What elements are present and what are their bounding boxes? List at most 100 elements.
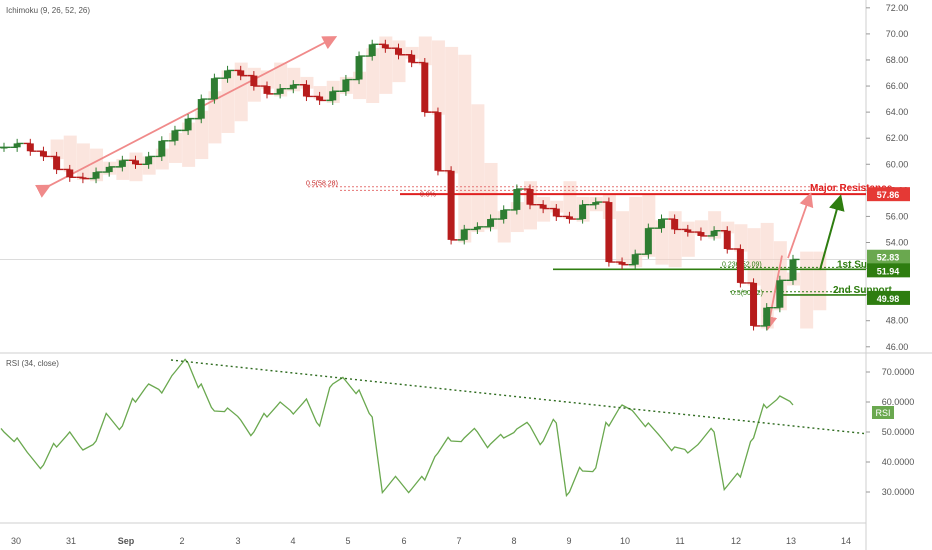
price-step	[602, 201, 616, 263]
candle	[760, 303, 774, 331]
fib-label-small: 0.0%	[420, 191, 436, 198]
price-step	[23, 142, 37, 152]
candle	[313, 91, 327, 105]
candle	[142, 151, 156, 169]
price-step	[628, 253, 642, 266]
price-step	[273, 87, 287, 95]
price-step	[431, 111, 445, 172]
time-tick-label: 13	[786, 536, 796, 546]
fib-label-0: 0.5(58.28)	[306, 181, 338, 188]
candle	[0, 142, 11, 152]
rsi-tick-label: 70.0000	[882, 367, 915, 377]
cloud-segment	[445, 46, 459, 174]
price-step	[286, 84, 300, 90]
ichimoku-indicator-label[interactable]: Ichimoku (9, 26, 52, 26)	[6, 6, 90, 15]
cloud-segment	[616, 211, 630, 265]
resistance-badge-text: 57.86	[877, 190, 900, 200]
price-step	[615, 261, 629, 266]
cloud-segment	[418, 36, 432, 66]
rsi-trendline	[170, 359, 865, 435]
price-step	[207, 77, 221, 100]
price-step	[707, 230, 721, 237]
candle	[628, 249, 642, 270]
price-step	[142, 155, 156, 165]
candle	[129, 155, 142, 169]
candle	[115, 155, 129, 172]
rsi-tick-label: 40.0000	[882, 457, 915, 467]
price-tick-label: 54.00	[886, 237, 909, 247]
candle	[89, 167, 103, 184]
price-badges: 57.86 52.83 51.94 49.98 RSI	[867, 187, 910, 419]
price-step	[720, 230, 734, 250]
cloud-segment	[629, 196, 643, 268]
candle	[405, 50, 419, 68]
price-step	[497, 209, 511, 220]
price-step	[102, 166, 116, 173]
second-support-label: 2nd Support	[833, 285, 893, 296]
candle	[76, 172, 90, 184]
price-step	[510, 188, 524, 211]
candle	[286, 80, 300, 94]
support2-badge: 49.98	[867, 290, 910, 305]
candle	[194, 94, 208, 124]
price-step	[457, 228, 471, 241]
price-step	[181, 117, 195, 132]
time-tick-label: 12	[731, 536, 741, 546]
candle	[23, 138, 37, 156]
up-target-arrow	[787, 192, 814, 259]
resistance-badge-bg	[867, 187, 910, 202]
candle	[207, 73, 221, 104]
green-target-arrow	[819, 194, 845, 271]
price-step	[247, 74, 261, 87]
price-step	[194, 98, 208, 120]
support2-badge-text: 49.98	[877, 294, 900, 304]
time-tick-label: 3	[235, 536, 240, 546]
candle	[576, 200, 590, 224]
candle	[733, 244, 747, 288]
price-tick-label: 66.00	[886, 81, 909, 91]
price-step	[339, 78, 353, 92]
candle	[694, 227, 708, 241]
price-step	[549, 207, 563, 218]
candle	[668, 214, 682, 235]
candle	[339, 74, 353, 96]
cloud-segment	[747, 228, 761, 286]
time-tick-label: 14	[841, 536, 851, 546]
candle	[720, 226, 734, 254]
major-resistance-label: Major Resistance	[810, 183, 893, 194]
rsi-indicator-label[interactable]: RSI (34, close)	[6, 359, 59, 368]
price-step	[221, 69, 235, 79]
trend-arrows	[35, 36, 845, 331]
time-tick-label: Sep	[118, 536, 135, 546]
time-tick-label: 5	[345, 536, 350, 546]
price-step	[313, 95, 327, 102]
price-tick-label: 62.00	[886, 133, 909, 143]
candle	[36, 146, 50, 162]
time-tick-label: 11	[675, 536, 684, 546]
down-arrow	[763, 255, 783, 331]
price-step	[129, 159, 142, 165]
price-step	[470, 226, 484, 231]
cloud-segment	[655, 220, 669, 265]
price-step	[760, 306, 774, 327]
support1-badge-text: 51.94	[877, 266, 900, 276]
cloud-segment	[379, 36, 393, 94]
support1-badge: 51.94	[867, 263, 910, 278]
price-step	[773, 279, 787, 309]
current-price-badge-text: 52.83	[877, 253, 900, 263]
current-price-badge: 52.83	[867, 249, 910, 264]
price-step	[260, 85, 274, 95]
candle	[747, 278, 761, 331]
price-candles	[0, 39, 800, 331]
first-support-label: 1st Support	[837, 259, 893, 270]
candle	[707, 226, 721, 241]
price-step	[655, 218, 668, 229]
rsi-badge-bg	[872, 406, 894, 419]
cloud-segment	[366, 48, 380, 103]
price-tick-label: 72.00	[886, 3, 909, 13]
price-step	[523, 188, 537, 206]
uptrend-arrow	[35, 36, 338, 198]
price-step	[365, 43, 379, 57]
price-step	[10, 142, 24, 149]
